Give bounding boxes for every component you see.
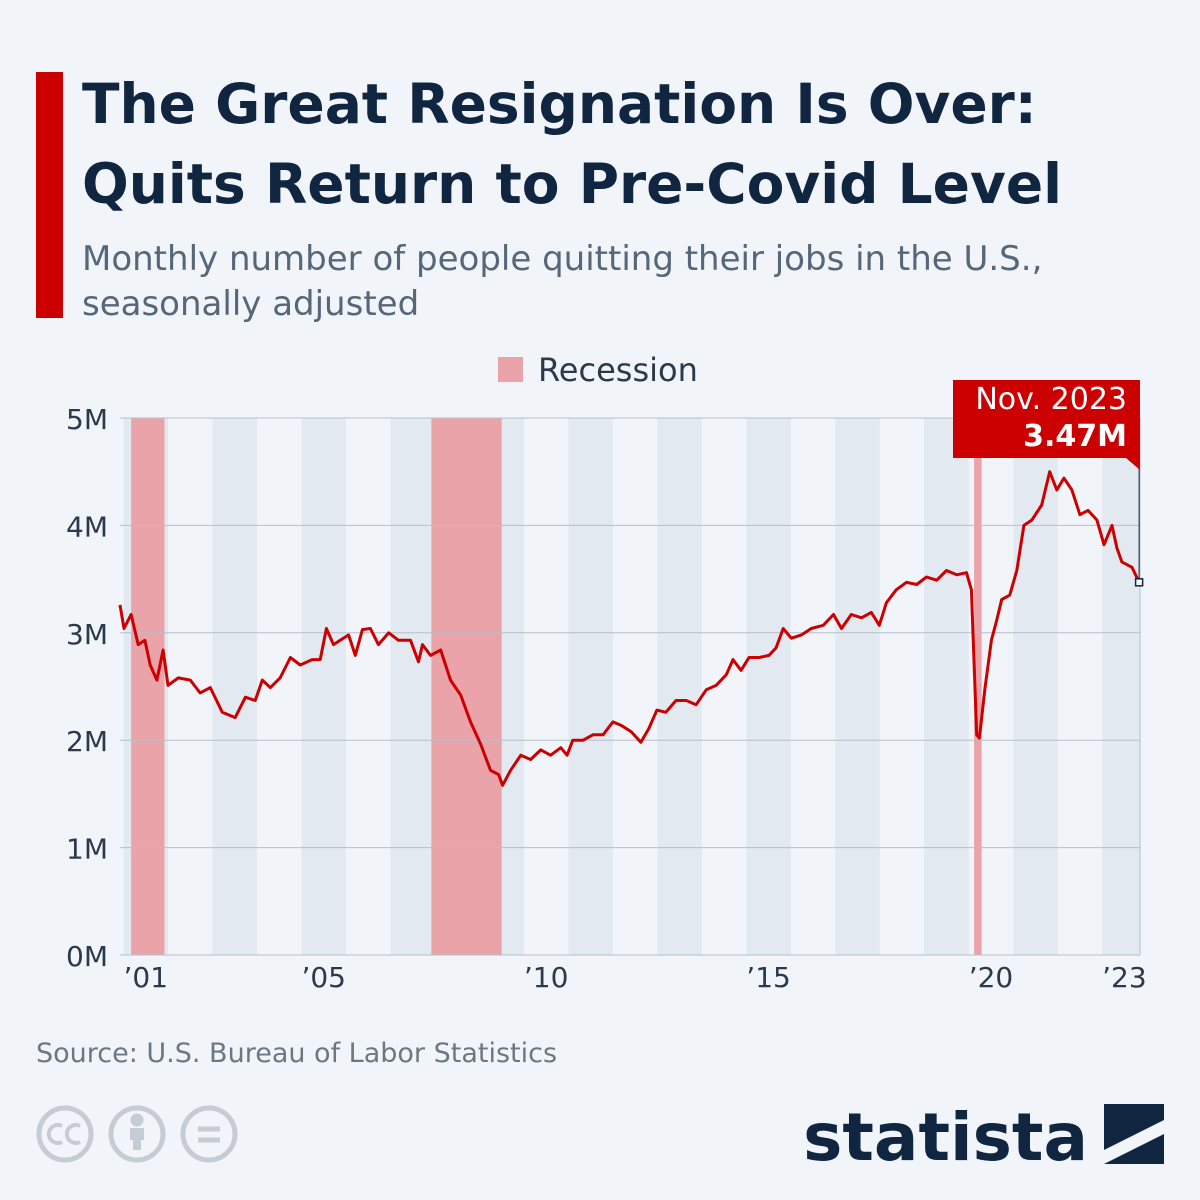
y-tick-label: 4M <box>66 510 108 543</box>
plot-area: 0M 1M 2M 3M 4M 5M ’01 ’05 ’10 ’15 ’20 ’23 Nov. 20233… <box>66 380 1147 994</box>
legend-label: Recession <box>538 351 698 389</box>
annotation-value: 3.47M <box>1023 419 1127 454</box>
year-band <box>212 418 258 955</box>
annotation-pointer <box>1126 458 1140 470</box>
x-tick-label: ’15 <box>746 961 791 994</box>
chart-subtitle: Monthly number of people quitting their … <box>82 239 1042 279</box>
year-band <box>1102 418 1140 955</box>
x-tick-label: ’23 <box>1102 961 1147 994</box>
source: Source: U.S. Bureau of Labor Statistics <box>36 1038 557 1069</box>
year-band <box>568 418 613 955</box>
brand-mark <box>1104 1104 1164 1164</box>
recession-band <box>431 418 502 955</box>
annotation-marker <box>1134 578 1144 587</box>
y-tick-label: 5M <box>66 403 108 436</box>
year-band <box>924 418 969 955</box>
y-tick-label: 3M <box>66 618 108 651</box>
year-band <box>835 418 880 955</box>
y-tick-label: 0M <box>66 940 108 973</box>
y-tick-label: 1M <box>66 833 108 866</box>
year-band <box>390 418 435 955</box>
year-band <box>657 418 702 955</box>
chart-subtitle: seasonally adjusted <box>82 284 419 324</box>
year-band <box>301 418 346 955</box>
title-accent <box>36 72 63 318</box>
annotation-box <box>953 380 1140 458</box>
year-band <box>1013 418 1058 955</box>
legend-swatch <box>498 357 523 382</box>
y-tick-label: 2M <box>66 725 108 758</box>
x-tick-label: ’01 <box>124 961 169 994</box>
recession-band <box>131 418 165 955</box>
year-band <box>746 418 791 955</box>
x-tick-label: ’10 <box>524 961 569 994</box>
data-line <box>118 470 1141 787</box>
recession-band <box>974 418 982 955</box>
annotation-date: Nov. 2023 <box>975 382 1127 417</box>
x-tick-label: ’20 <box>969 961 1014 994</box>
chart-title: The Great Resignation Is Over: <box>82 72 1037 136</box>
chart-title: Quits Return to Pre-Covid Level <box>82 152 1062 216</box>
brand-logo: statista <box>803 1099 1088 1176</box>
x-tick-label: ’05 <box>301 961 346 994</box>
license-icons <box>36 1105 238 1163</box>
